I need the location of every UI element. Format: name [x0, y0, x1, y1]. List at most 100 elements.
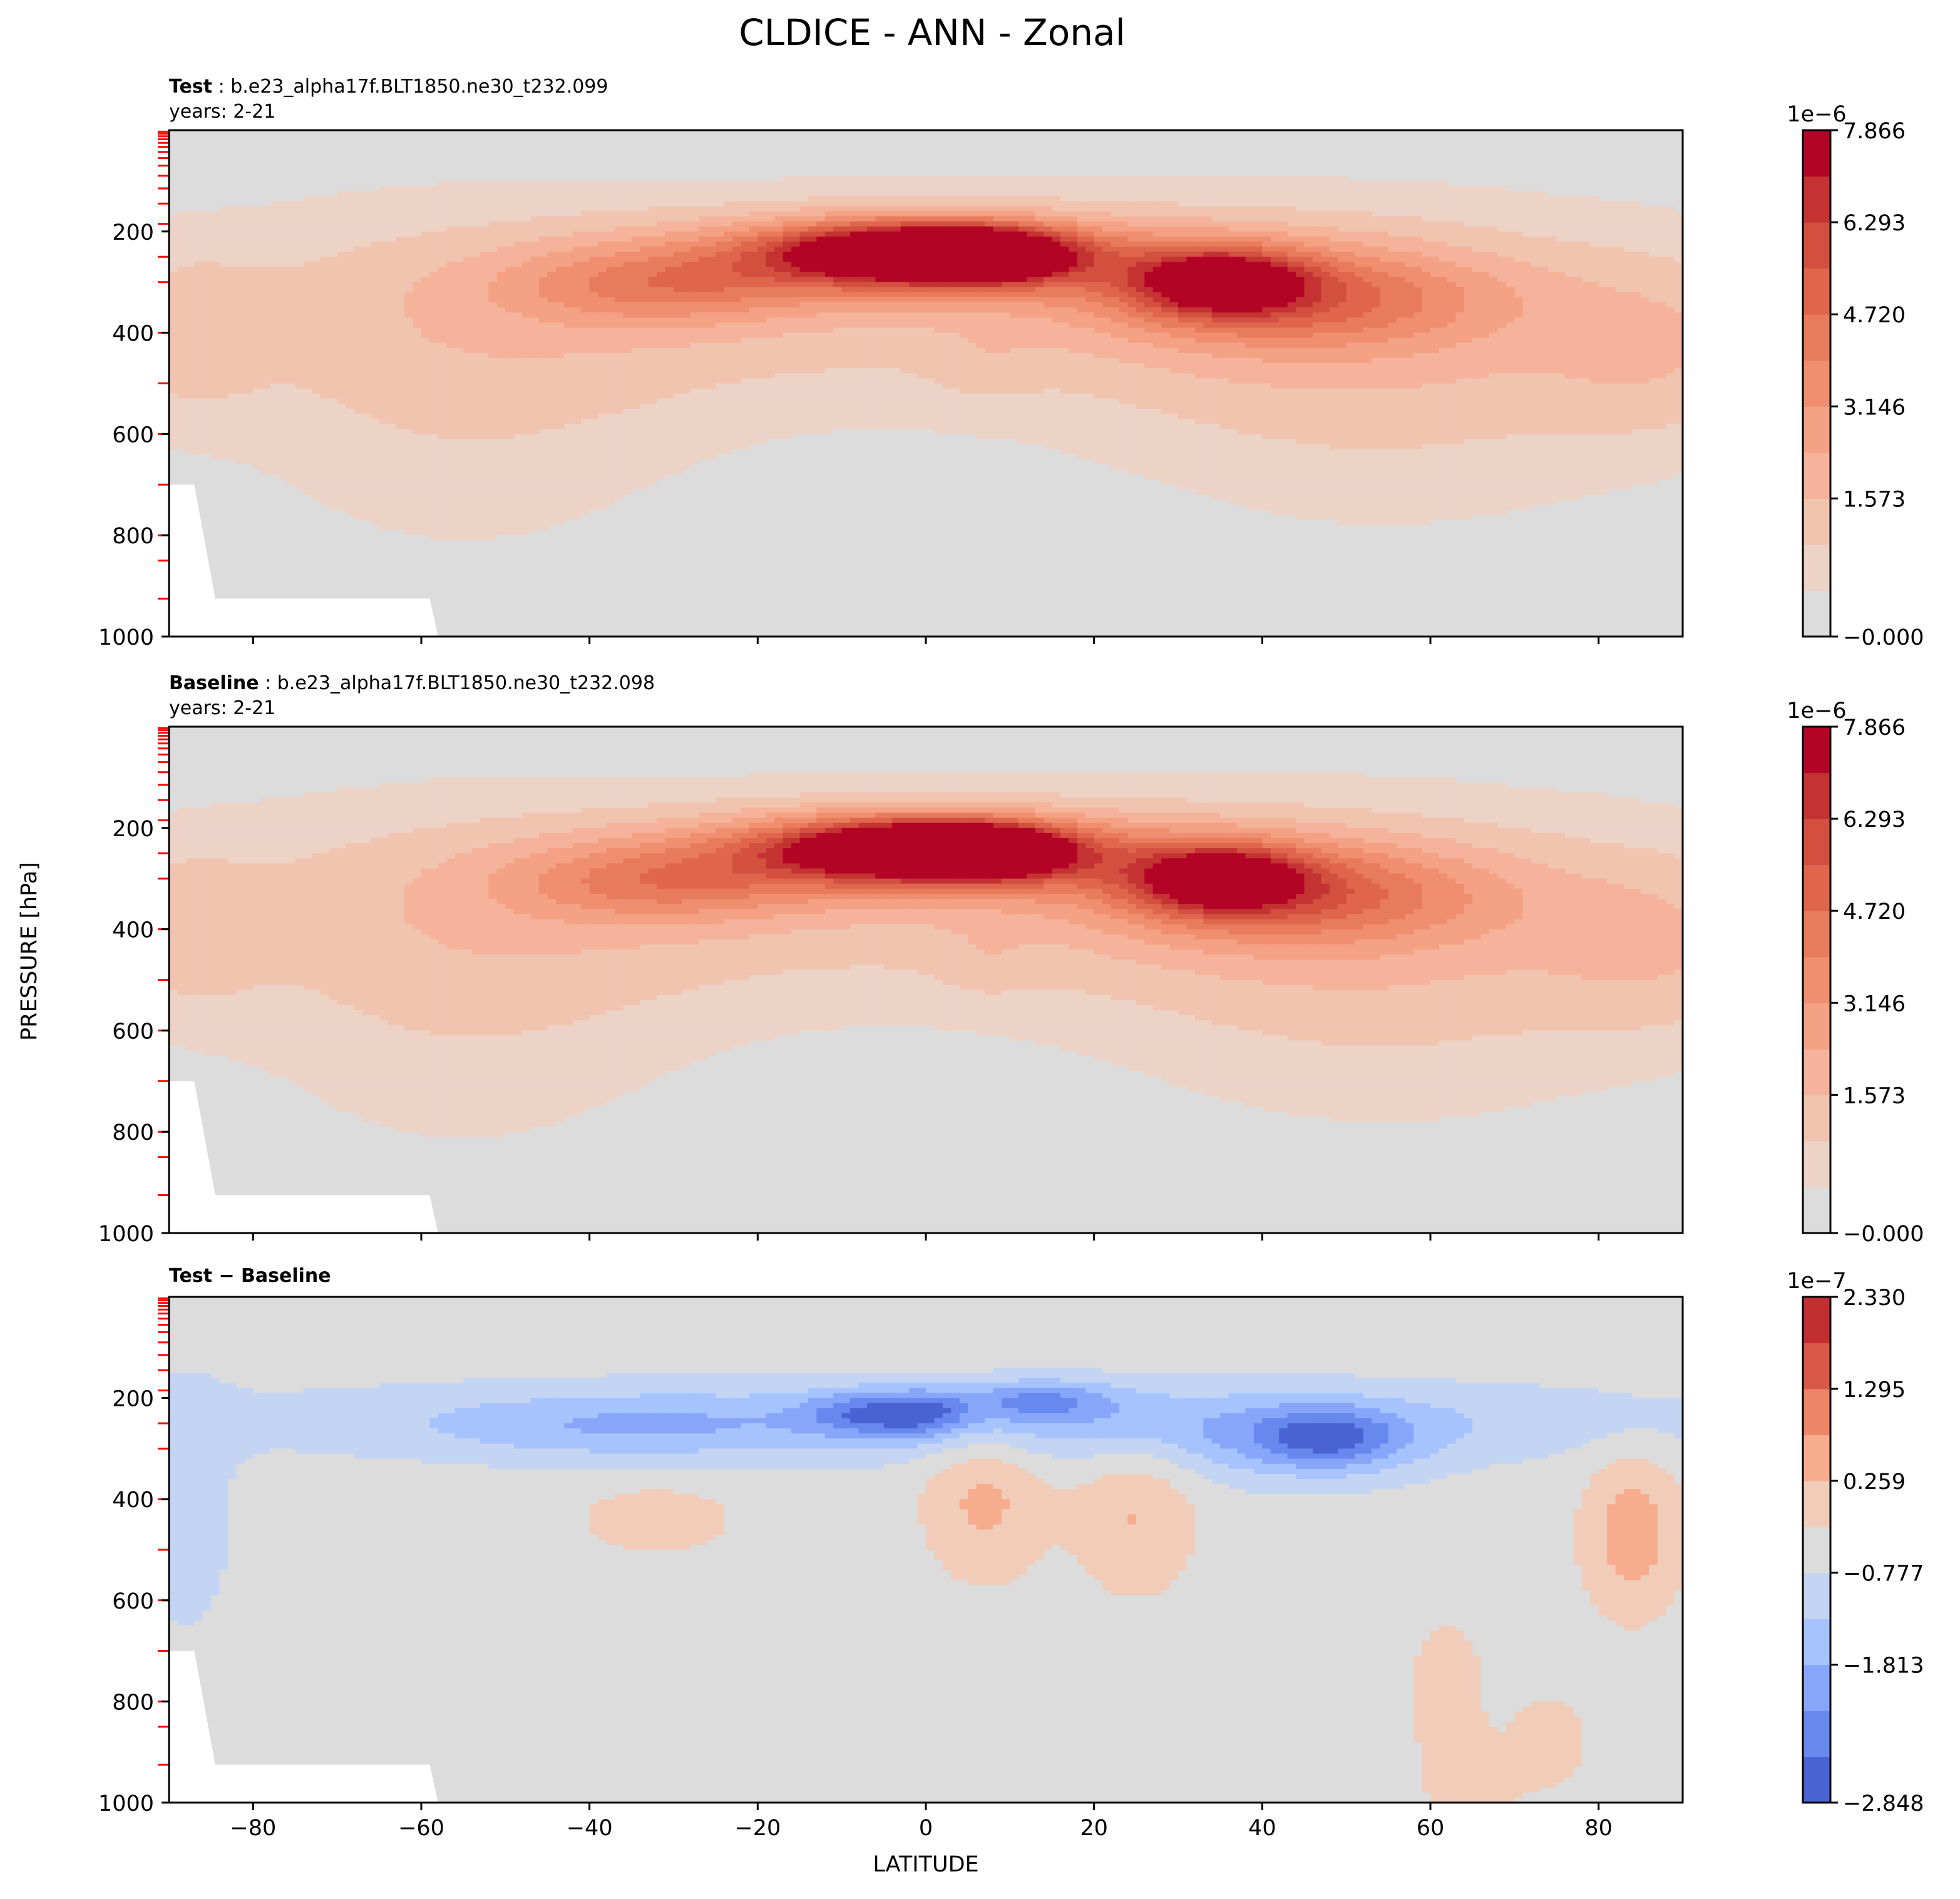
x-tick-label: −60	[398, 1816, 444, 1841]
subplot-years: years: 2-21	[169, 697, 275, 719]
topography-mask	[169, 1081, 438, 1233]
x-axis-label: LATITUDE	[873, 1852, 978, 1877]
colorbar-swatch	[1803, 590, 1830, 637]
colorbar-tick-label: 7.866	[1843, 119, 1906, 144]
x-tick-label: 20	[1080, 1816, 1108, 1841]
colorbar-swatch	[1803, 819, 1830, 866]
colorbar-swatch	[1803, 1664, 1830, 1711]
colorbar-swatch	[1803, 1297, 1830, 1344]
colorbar-exponent: 1e−6	[1787, 102, 1846, 127]
colorbar-swatch	[1803, 1435, 1830, 1482]
colorbar-swatch	[1803, 1480, 1830, 1527]
contour-field	[169, 727, 1683, 1234]
colorbar-tick-label: −1.813	[1843, 1654, 1924, 1679]
y-tick-label: 800	[112, 524, 154, 549]
colorbar-swatch	[1803, 1572, 1830, 1619]
x-tick-label: 80	[1584, 1816, 1613, 1841]
colorbar-tick-label: −0.000	[1843, 1222, 1924, 1247]
colorbar-swatch	[1803, 406, 1830, 453]
subplot-label: Test − Baseline	[169, 1265, 331, 1287]
x-tick-label: 0	[919, 1816, 933, 1841]
y-tick-label: 200	[112, 1387, 154, 1412]
colorbar-swatch	[1803, 864, 1830, 911]
colorbar-swatch	[1803, 130, 1830, 177]
subplot-label-bold: Baseline	[169, 672, 259, 694]
y-tick-label: 400	[112, 918, 154, 943]
y-tick-label: 200	[112, 220, 154, 245]
colorbar-exponent: 1e−6	[1787, 699, 1846, 724]
colorbar: 1e−67.866 6.293 4.720 3.146 1.573 −0.000	[1787, 102, 1924, 650]
colorbar: 1e−67.866 6.293 4.720 3.146 1.573 −0.000	[1787, 699, 1924, 1247]
y-tick-label: 800	[112, 1690, 154, 1715]
colorbar-tick-label: 6.293	[1843, 211, 1906, 236]
colorbar-swatch	[1803, 1756, 1830, 1803]
colorbar-tick-label: 3.146	[1843, 395, 1906, 420]
colorbar: 1e−72.330 1.295 0.259 −0.777 −1.813 −2.848	[1787, 1269, 1924, 1816]
colorbar-swatch	[1803, 1187, 1830, 1234]
colorbar-swatch	[1803, 176, 1830, 223]
panel-baseline: Baseline : b.e23_alpha17f.BLT1850.ne30_t…	[98, 672, 1924, 1247]
colorbar-tick-label: −2.848	[1843, 1791, 1924, 1816]
colorbar-tick-label: 4.720	[1843, 899, 1906, 924]
panels: Test : b.e23_alpha17f.BLT1850.ne30_t232.…	[98, 76, 1924, 1877]
figure-title: CLDICE - ANN - Zonal	[739, 11, 1125, 54]
colorbar-frame	[1802, 1296, 1832, 1804]
colorbar-swatch	[1803, 1048, 1830, 1095]
contour-field	[169, 1297, 1683, 1803]
colorbar-swatch	[1803, 1527, 1830, 1574]
y-tick-label: 200	[112, 817, 154, 842]
colorbar-frame	[1802, 129, 1832, 638]
colorbar-swatch	[1803, 956, 1830, 1003]
y-tick-label: 1000	[98, 625, 154, 650]
topography-mask	[169, 484, 438, 637]
y-tick-label: 1000	[98, 1222, 154, 1247]
colorbar-swatch	[1803, 222, 1830, 269]
colorbar-tick-label: 6.293	[1843, 807, 1906, 832]
y-tick-label: 400	[112, 1488, 154, 1513]
subplot-label: Test : b.e23_alpha17f.BLT1850.ne30_t232.…	[169, 76, 608, 98]
y-tick-label: 800	[112, 1120, 154, 1145]
colorbar-swatch	[1803, 498, 1830, 545]
colorbar-frame	[1802, 725, 1832, 1234]
colorbar-swatch	[1803, 772, 1830, 819]
y-tick-label: 600	[112, 422, 154, 448]
colorbar-swatch	[1803, 268, 1830, 315]
subplot-label-bold: Test	[169, 76, 212, 98]
colorbar-tick-label: 2.330	[1843, 1286, 1906, 1311]
x-tick-label: −20	[734, 1816, 781, 1841]
y-tick-label: 600	[112, 1019, 154, 1044]
topography-mask	[169, 1651, 438, 1803]
colorbar-swatch	[1803, 1095, 1830, 1142]
colorbar-tick-label: 3.146	[1843, 991, 1906, 1016]
colorbar-tick-label: 0.259	[1843, 1470, 1906, 1495]
colorbar-swatch	[1803, 911, 1830, 958]
colorbar-swatch	[1803, 1003, 1830, 1050]
panel-test: Test : b.e23_alpha17f.BLT1850.ne30_t232.…	[98, 76, 1924, 650]
colorbar-swatch	[1803, 1388, 1830, 1435]
colorbar-swatch	[1803, 452, 1830, 499]
colorbar-swatch	[1803, 1140, 1830, 1188]
colorbar-tick-label: 1.295	[1843, 1378, 1906, 1403]
subplot-label: Baseline : b.e23_alpha17f.BLT1850.ne30_t…	[169, 672, 655, 694]
subplot-label-case: : b.e23_alpha17f.BLT1850.ne30_t232.099	[212, 76, 608, 98]
colorbar-swatch	[1803, 727, 1830, 774]
colorbar-swatch	[1803, 314, 1830, 361]
y-tick-label: 1000	[98, 1791, 154, 1816]
x-tick-label: 40	[1248, 1816, 1276, 1841]
y-axis-label: PRESSURE [hPa]	[17, 862, 42, 1041]
subplot-label-bold: Test − Baseline	[169, 1265, 331, 1287]
colorbar-swatch	[1803, 360, 1830, 407]
colorbar-tick-label: −0.777	[1843, 1562, 1924, 1587]
colorbar-tick-label: −0.000	[1843, 625, 1924, 650]
colorbar-tick-label: 1.573	[1843, 1083, 1906, 1108]
colorbar-tick-label: 4.720	[1843, 303, 1906, 328]
colorbar-swatch	[1803, 544, 1830, 591]
subplot-years: years: 2-21	[169, 101, 275, 123]
colorbar-swatch	[1803, 1619, 1830, 1666]
y-tick-label: 600	[112, 1589, 154, 1614]
x-tick-label: −80	[230, 1816, 276, 1841]
colorbar-exponent: 1e−7	[1787, 1269, 1846, 1294]
y-tick-label: 400	[112, 322, 154, 347]
